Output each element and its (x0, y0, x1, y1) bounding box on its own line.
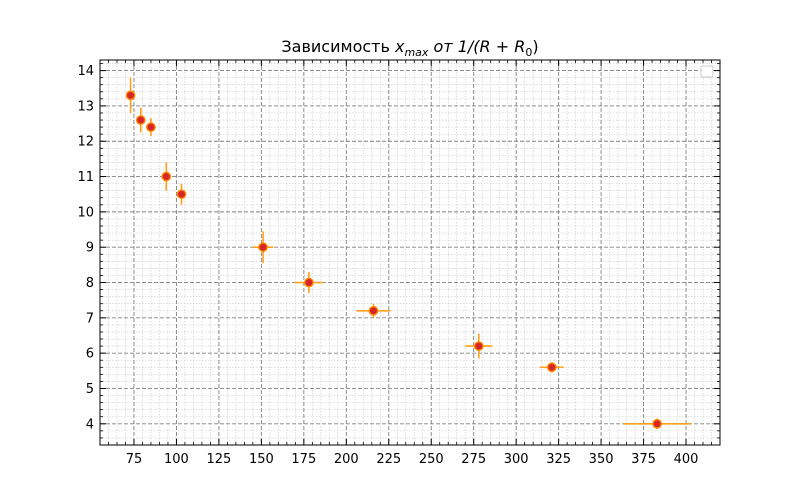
data-point-group (465, 333, 493, 359)
legend-box (700, 65, 714, 78)
data-point-marker (176, 189, 187, 200)
data-point-marker (473, 341, 484, 352)
y-tick-label: 9 (86, 241, 94, 256)
x-tick-label: 225 (376, 452, 401, 467)
title-math-var: x (394, 37, 405, 56)
data-point-group (356, 303, 391, 318)
x-tick-label: 250 (419, 452, 444, 467)
y-tick-label: 8 (86, 276, 94, 291)
data-point-marker (546, 362, 557, 373)
y-tick-label: 12 (77, 135, 94, 150)
title-mid: от (428, 37, 457, 56)
x-tick-label: 125 (206, 452, 231, 467)
y-tick-label: 7 (86, 311, 94, 326)
data-point-group (161, 162, 172, 191)
x-tick-label: 150 (249, 452, 274, 467)
title-math-sub: max (404, 46, 428, 59)
data-point-marker (161, 171, 172, 182)
y-tick-label: 14 (77, 64, 94, 79)
y-tick-label: 5 (86, 382, 94, 397)
title-expr-sub: 0 (525, 46, 532, 59)
major-grid (100, 60, 720, 445)
tick-labels: 75 100 125 150 175 200 225 250 275 300 325 350 375 40… (77, 64, 698, 467)
y-tick-label: 11 (77, 170, 94, 185)
data-point-marker (304, 277, 314, 288)
data-point-group (623, 418, 692, 430)
x-tick-label: 325 (546, 452, 571, 467)
x-tick-label: 175 (291, 452, 316, 467)
data-point-marker (125, 90, 136, 101)
y-tick-label: 4 (86, 417, 94, 432)
data-point-group (252, 231, 274, 264)
title-expr: 1/(R + R (458, 37, 526, 56)
x-tick-label: 300 (504, 452, 529, 467)
y-tick-label: 6 (86, 347, 94, 362)
data-point-marker (368, 305, 379, 316)
data-point-group (125, 77, 136, 113)
title-expr-end: ) (532, 37, 538, 56)
minor-grid (99, 60, 721, 446)
x-tick-label: 400 (674, 452, 699, 467)
data-point-group (176, 183, 187, 205)
y-tick-label: 13 (77, 99, 94, 114)
data-point-group (294, 271, 324, 294)
x-tick-label: 375 (631, 452, 656, 467)
data-point-group (146, 118, 156, 136)
axis-ticks (99, 60, 721, 446)
plot-frame (99, 59, 721, 446)
data-points (125, 77, 692, 430)
data-point-marker (258, 242, 268, 253)
x-tick-label: 75 (126, 452, 143, 467)
data-point-marker (135, 115, 146, 125)
title-main: Зависимость (281, 37, 395, 56)
data-point-group (135, 107, 146, 133)
x-tick-label: 275 (461, 452, 486, 467)
y-tick-label: 10 (77, 205, 94, 220)
x-tick-label: 350 (589, 452, 614, 467)
data-point-marker (652, 418, 663, 429)
x-tick-label: 100 (164, 452, 189, 467)
data-point-group (539, 361, 564, 373)
chart-title: Зависимость xmax от 1/(R + R0) (281, 37, 538, 59)
x-tick-label: 200 (334, 452, 359, 467)
data-point-marker (146, 122, 156, 133)
